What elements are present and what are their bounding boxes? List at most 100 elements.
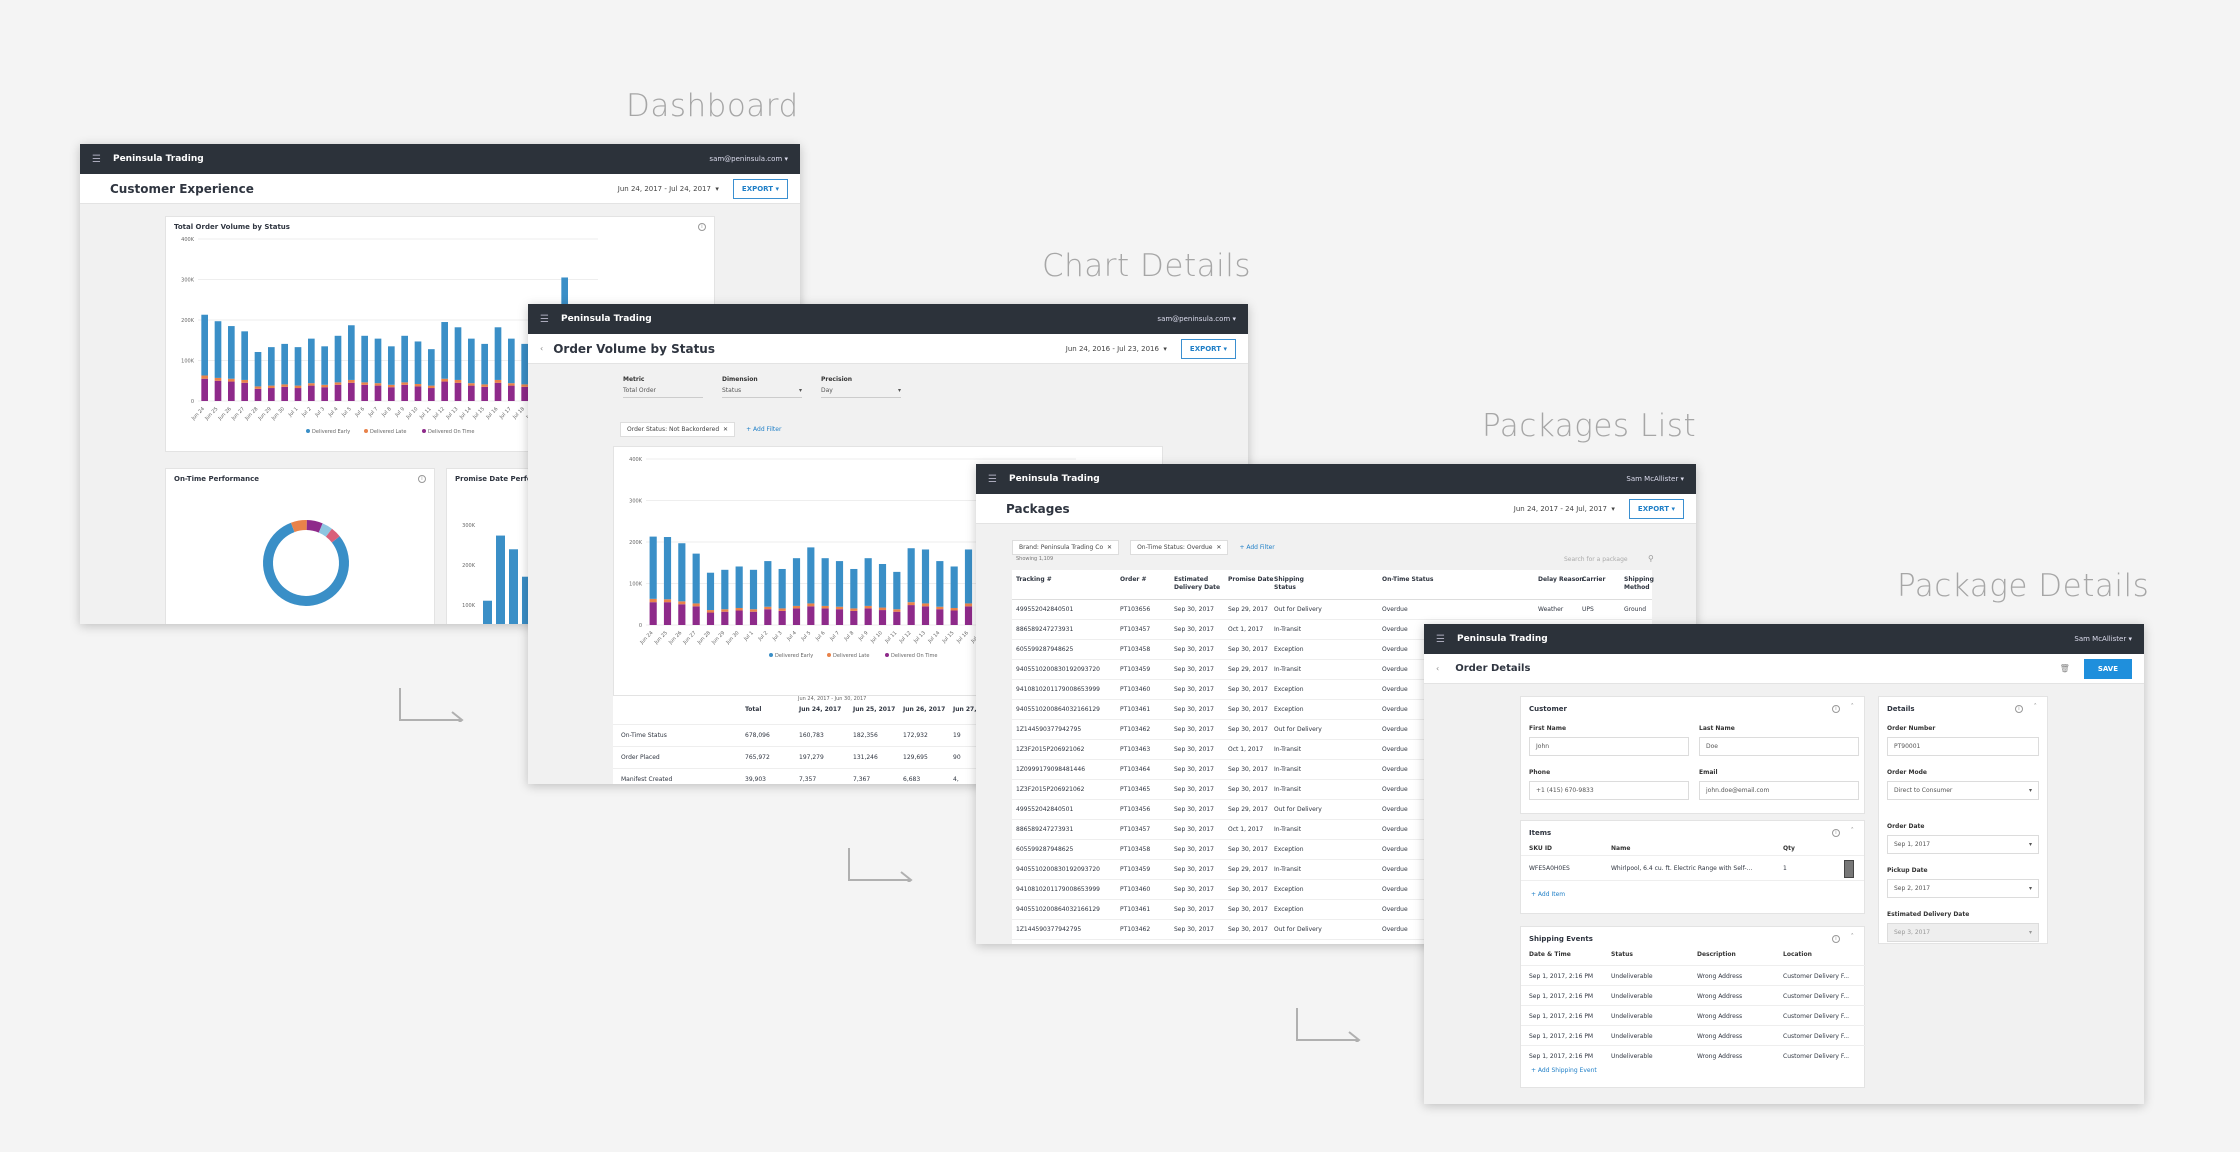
table-cell: UPS (1582, 606, 1594, 613)
table-row[interactable]: 499552042840501 PT103656 Sep 30, 2017 Sep 2… (1012, 600, 1652, 620)
table-row[interactable]: 9405510200830192093720 PT103459 Sep 30, 20… (1012, 860, 1652, 880)
bar-segment (361, 335, 368, 383)
export-button[interactable]: EXPORT ▾ (1180, 338, 1236, 359)
search-input[interactable]: Search for a package (1564, 556, 1628, 563)
table-row[interactable]: 605599287948625 PT103458 Sep 30, 2017 Sep 3… (1012, 840, 1652, 860)
collapse-icon[interactable]: ˆ (1850, 827, 1855, 835)
table-row[interactable]: 9410810201179008653999 PT103460 Sep 30, 20… (1012, 680, 1652, 700)
table-cell: Sep 30, 2017 (1174, 666, 1214, 673)
table-row[interactable]: 1Z0999179098481446 PT103464 Sep 30, 2017 Se… (1012, 760, 1652, 780)
table-row[interactable]: 499552042840501 PT103456 Sep 30, 2017 Sep 2… (1012, 800, 1652, 820)
order-number-field[interactable]: PT90001 (1887, 737, 2039, 756)
table-cell: 160,783 (799, 732, 824, 739)
shipping-event-row[interactable]: Sep 1, 2017, 2:16 PM Undeliverable Wrong A… (1521, 985, 1866, 1005)
table-row[interactable]: 1Z3F2015P206921062 PT103465 Sep 30, 2017 Se… (1012, 780, 1652, 800)
menu-icon[interactable]: ☰ (1436, 633, 1445, 645)
table-row[interactable]: 1Z144590377942795 PT103462 Sep 30, 2017 Sep… (1012, 920, 1652, 940)
table-row[interactable]: 886589247273931 PT103457 Sep 30, 2017 Oct 1… (1012, 620, 1652, 640)
column-header[interactable]: Delay Reason (1538, 576, 1584, 583)
order-mode-select[interactable]: Direct to Consumer ▾ (1887, 781, 2039, 800)
shipping-event-row[interactable]: Sep 1, 2017, 2:16 PM Undeliverable Wrong A… (1521, 1025, 1866, 1045)
phone-field[interactable]: +1 (415) 670-9833 (1529, 781, 1689, 800)
table-cell: In-Transit (1274, 626, 1302, 633)
menu-icon[interactable]: ☰ (988, 473, 997, 485)
search-icon[interactable]: ⚲ (1648, 554, 1654, 563)
user-menu[interactable]: sam@peninsula.com ▾ (1157, 315, 1236, 323)
column-header[interactable]: Promise Date (1228, 576, 1274, 583)
shipping-event-row[interactable]: Sep 1, 2017, 2:16 PM Undeliverable Wrong A… (1521, 965, 1866, 985)
info-icon[interactable]: i (1832, 829, 1840, 837)
save-button[interactable]: SAVE (2083, 658, 2132, 679)
first-name-field[interactable]: John (1529, 737, 1689, 756)
x-tick-label: Jul 1 (742, 630, 755, 643)
bar-segment (936, 609, 944, 625)
table-row[interactable]: Order Placed 765,972 197,279 131,246 129,695… (613, 746, 1173, 768)
column-header[interactable]: Tracking # (1016, 576, 1052, 583)
last-name-field[interactable]: Doe (1699, 737, 1859, 756)
table-row[interactable]: 9410810201179008653999 PT103460 Sep 30, 20… (1012, 880, 1652, 900)
pickup-date-picker[interactable]: Sep 2, 2017 ▾ (1887, 879, 2039, 898)
table-cell: Undeliverable (1611, 1033, 1653, 1040)
filter-chip-status[interactable]: On-Time Status: Overdue ✕ (1130, 540, 1229, 555)
table-row[interactable]: Manifest Created 39,903 7,357 7,367 6,683 4, (613, 768, 1173, 784)
item-row[interactable]: WFE5A0H0ES Whirlpool, 6.4 cu. ft. Electr… (1521, 855, 1864, 881)
info-icon[interactable]: i (2015, 705, 2023, 713)
dimension-selector[interactable]: Dimension Status ▾ (722, 376, 802, 398)
info-icon[interactable]: i (698, 223, 706, 231)
export-button[interactable]: EXPORT ▾ (1628, 498, 1684, 519)
table-row[interactable]: On-Time Status 678,096 160,783 182,356 172,9… (613, 724, 1173, 746)
menu-icon[interactable]: ☰ (540, 313, 549, 325)
brand-name: Peninsula Trading (1456, 634, 1548, 644)
column-header[interactable]: Estimated Delivery Date (1174, 576, 1221, 591)
column-header[interactable]: On-Time Status (1382, 576, 1434, 583)
add-item-link[interactable]: + Add Item (1531, 891, 1566, 898)
back-chevron-icon[interactable]: ‹ (1436, 664, 1440, 673)
date-range-picker[interactable]: Jun 24, 2016 - Jul 23, 2016 ▾ (1065, 344, 1167, 353)
shipping-event-row[interactable]: Sep 1, 2017, 2:16 PM Undeliverable Wrong A… (1521, 1005, 1866, 1025)
add-filter-link[interactable]: + Add Filter (746, 426, 782, 433)
x-tick-label: Jun 25 (203, 406, 219, 422)
collapse-icon[interactable]: ˆ (2033, 703, 2038, 711)
add-filter-link[interactable]: + Add Filter (1239, 544, 1275, 551)
section-title: Customer (1529, 705, 1567, 713)
back-chevron-icon[interactable]: ‹ (540, 344, 544, 353)
table-row[interactable]: 1Z144590377942795 PT103462 Sep 30, 2017 Sep… (1012, 720, 1652, 740)
user-menu[interactable]: sam@peninsula.com ▾ (709, 155, 788, 163)
date-range-picker[interactable]: Jun 24, 2017 - Jul 24, 2017 ▾ (617, 184, 719, 193)
column-header[interactable]: Order # (1120, 576, 1147, 583)
date-range-picker[interactable]: Jun 24, 2017 - 24 Jul, 2017 ▾ (1513, 504, 1615, 513)
collapse-icon[interactable]: ˆ (1850, 933, 1855, 941)
filter-chip[interactable]: Order Status: Not Backordered ✕ (620, 422, 735, 437)
column-header[interactable]: Shipping Method (1624, 576, 1654, 591)
table-row[interactable]: 9405510200864032166129 PT103461 Sep 30, 20… (1012, 700, 1652, 720)
user-menu[interactable]: Sam McAllister ▾ (1626, 475, 1684, 483)
add-shipping-event-link[interactable]: + Add Shipping Event (1531, 1067, 1597, 1074)
table-row[interactable]: 1Z3F2015P206921062 PT103463 Sep 30, 2017 Oc… (1012, 740, 1652, 760)
table-cell: 9405510200864032166129 (1016, 706, 1100, 713)
bar-segment (348, 325, 355, 380)
user-menu[interactable]: Sam McAllister ▾ (2074, 635, 2132, 643)
table-row[interactable]: 9405510200830192093720 PT103459 Sep 30, 20… (1012, 660, 1652, 680)
table-row[interactable]: 605599287948625 PT103458 Sep 30, 2017 Sep 3… (1012, 640, 1652, 660)
metric-selector[interactable]: Metric Total Order (623, 376, 703, 398)
info-icon[interactable]: i (1832, 705, 1840, 713)
trash-icon[interactable]: 🗑 (2059, 664, 2070, 673)
table-row[interactable]: 886589247273931 PT103457 Sep 30, 2017 Oct 1… (1012, 820, 1652, 840)
collapse-icon[interactable]: ˆ (1850, 703, 1855, 711)
column-header[interactable]: Shipping Status (1274, 576, 1304, 591)
menu-icon[interactable]: ☰ (92, 153, 101, 165)
precision-selector[interactable]: Precision Day ▾ (821, 376, 901, 398)
y-tick-label: 0 (639, 623, 642, 629)
info-icon[interactable]: i (418, 475, 426, 483)
email-field[interactable]: john.doe@email.com (1699, 781, 1859, 800)
filter-chip-brand[interactable]: Brand: Peninsula Trading Co ✕ (1012, 540, 1119, 555)
order-date-picker[interactable]: Sep 1, 2017 ▾ (1887, 835, 2039, 854)
column-header[interactable]: Carrier (1582, 576, 1606, 583)
table-cell: Wrong Address (1697, 993, 1743, 1000)
info-icon[interactable]: i (1832, 935, 1840, 943)
export-button[interactable]: EXPORT ▾ (732, 178, 788, 199)
table-row[interactable]: 9405510200864032166129 PT103461 Sep 30, 20… (1012, 900, 1652, 920)
shipping-event-row[interactable]: Sep 1, 2017, 2:16 PM Undeliverable Wrong A… (1521, 1045, 1866, 1065)
table-cell: Sep 1, 2017, 2:16 PM (1529, 1013, 1594, 1020)
x-tick-label: Jul 8 (843, 630, 856, 643)
